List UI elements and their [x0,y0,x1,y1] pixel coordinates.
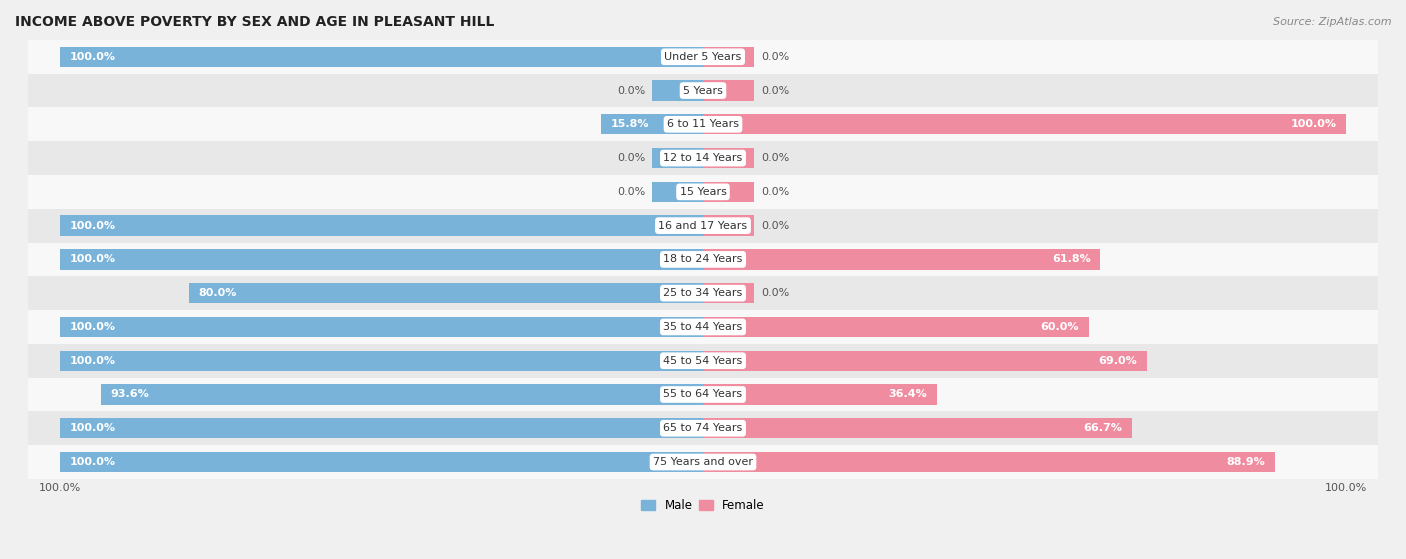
Bar [60,249,703,269]
Bar [703,317,1088,337]
Bar [703,114,1346,135]
Bar [60,418,703,438]
Text: 93.6%: 93.6% [111,390,149,400]
Text: 100.0%: 100.0% [70,221,115,231]
Bar [28,107,1378,141]
Bar [28,310,1378,344]
Bar [60,452,703,472]
Bar [60,46,703,67]
Text: 75 Years and over: 75 Years and over [652,457,754,467]
Text: 0.0%: 0.0% [761,153,789,163]
Bar [602,114,703,135]
Bar [101,385,703,405]
Text: Under 5 Years: Under 5 Years [665,52,741,62]
Text: 80.0%: 80.0% [198,288,236,298]
Text: 100.0%: 100.0% [70,457,115,467]
Bar [703,283,755,304]
Bar [28,243,1378,276]
Text: Source: ZipAtlas.com: Source: ZipAtlas.com [1274,17,1392,27]
Bar [28,344,1378,377]
Bar [703,418,1132,438]
Text: 69.0%: 69.0% [1098,356,1137,366]
Text: 0.0%: 0.0% [761,221,789,231]
Bar [703,350,1147,371]
Text: 100.0%: 100.0% [1291,119,1336,129]
Text: 61.8%: 61.8% [1052,254,1091,264]
Bar [703,249,1101,269]
Bar [651,80,703,101]
Bar [703,452,1275,472]
Text: 0.0%: 0.0% [761,288,789,298]
Text: 18 to 24 Years: 18 to 24 Years [664,254,742,264]
Text: 100.0%: 100.0% [70,423,115,433]
Text: INCOME ABOVE POVERTY BY SEX AND AGE IN PLEASANT HILL: INCOME ABOVE POVERTY BY SEX AND AGE IN P… [15,15,495,29]
Bar [703,216,755,236]
Text: 0.0%: 0.0% [617,187,645,197]
Bar [703,182,755,202]
Text: 5 Years: 5 Years [683,86,723,96]
Text: 60.0%: 60.0% [1040,322,1080,332]
Text: 6 to 11 Years: 6 to 11 Years [666,119,740,129]
Text: 45 to 54 Years: 45 to 54 Years [664,356,742,366]
Bar [28,175,1378,209]
Bar [28,276,1378,310]
Bar [703,80,755,101]
Text: 0.0%: 0.0% [761,52,789,62]
Legend: Male, Female: Male, Female [637,495,769,517]
Text: 12 to 14 Years: 12 to 14 Years [664,153,742,163]
Text: 100.0%: 100.0% [70,52,115,62]
Bar [28,74,1378,107]
Text: 66.7%: 66.7% [1084,423,1122,433]
Bar [28,40,1378,74]
Bar [651,182,703,202]
Bar [28,377,1378,411]
Text: 100.0%: 100.0% [70,356,115,366]
Text: 15.8%: 15.8% [612,119,650,129]
Text: 16 and 17 Years: 16 and 17 Years [658,221,748,231]
Bar [28,411,1378,445]
Text: 65 to 74 Years: 65 to 74 Years [664,423,742,433]
Text: 100.0%: 100.0% [70,254,115,264]
Text: 0.0%: 0.0% [761,86,789,96]
Bar [60,216,703,236]
Text: 0.0%: 0.0% [761,187,789,197]
Bar [651,148,703,168]
Text: 100.0%: 100.0% [70,322,115,332]
Bar [28,445,1378,479]
Text: 55 to 64 Years: 55 to 64 Years [664,390,742,400]
Text: 25 to 34 Years: 25 to 34 Years [664,288,742,298]
Bar [703,46,755,67]
Text: 88.9%: 88.9% [1226,457,1265,467]
Bar [703,148,755,168]
Text: 0.0%: 0.0% [617,86,645,96]
Text: 35 to 44 Years: 35 to 44 Years [664,322,742,332]
Bar [60,317,703,337]
Bar [188,283,703,304]
Bar [60,350,703,371]
Text: 0.0%: 0.0% [617,153,645,163]
Bar [28,141,1378,175]
Bar [703,385,936,405]
Bar [28,209,1378,243]
Text: 36.4%: 36.4% [889,390,928,400]
Text: 15 Years: 15 Years [679,187,727,197]
